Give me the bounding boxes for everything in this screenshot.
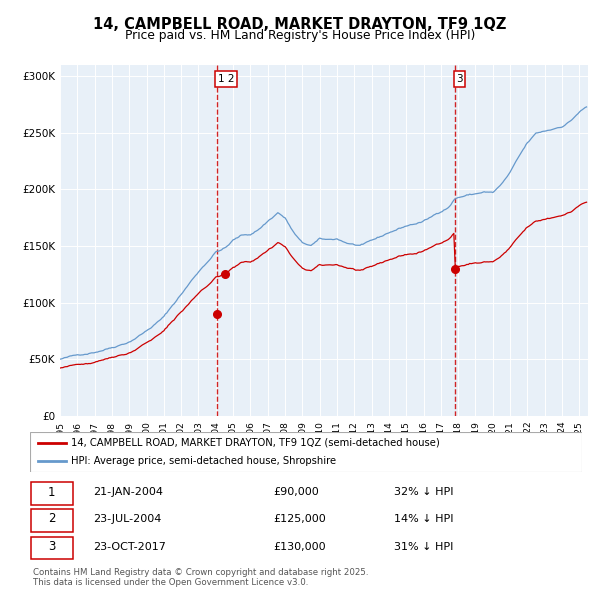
FancyBboxPatch shape — [31, 509, 73, 532]
Text: 1: 1 — [48, 486, 55, 499]
Text: 23-JUL-2004: 23-JUL-2004 — [94, 514, 162, 524]
Text: 2: 2 — [48, 513, 55, 526]
Text: Price paid vs. HM Land Registry's House Price Index (HPI): Price paid vs. HM Land Registry's House … — [125, 30, 475, 42]
Text: 14, CAMPBELL ROAD, MARKET DRAYTON, TF9 1QZ: 14, CAMPBELL ROAD, MARKET DRAYTON, TF9 1… — [94, 17, 506, 31]
Text: £125,000: £125,000 — [273, 514, 326, 524]
FancyBboxPatch shape — [31, 536, 73, 559]
Text: Contains HM Land Registry data © Crown copyright and database right 2025.
This d: Contains HM Land Registry data © Crown c… — [33, 568, 368, 587]
Text: 1 2: 1 2 — [218, 74, 235, 84]
Text: £90,000: £90,000 — [273, 487, 319, 497]
Text: £130,000: £130,000 — [273, 542, 326, 552]
Text: HPI: Average price, semi-detached house, Shropshire: HPI: Average price, semi-detached house,… — [71, 456, 337, 466]
Text: 14% ↓ HPI: 14% ↓ HPI — [394, 514, 454, 524]
FancyBboxPatch shape — [31, 482, 73, 504]
Text: 32% ↓ HPI: 32% ↓ HPI — [394, 487, 454, 497]
Text: 3: 3 — [48, 540, 55, 553]
Text: 21-JAN-2004: 21-JAN-2004 — [94, 487, 163, 497]
Text: 14, CAMPBELL ROAD, MARKET DRAYTON, TF9 1QZ (semi-detached house): 14, CAMPBELL ROAD, MARKET DRAYTON, TF9 1… — [71, 438, 440, 448]
Text: 31% ↓ HPI: 31% ↓ HPI — [394, 542, 454, 552]
Text: 23-OCT-2017: 23-OCT-2017 — [94, 542, 166, 552]
Text: 3: 3 — [456, 74, 463, 84]
